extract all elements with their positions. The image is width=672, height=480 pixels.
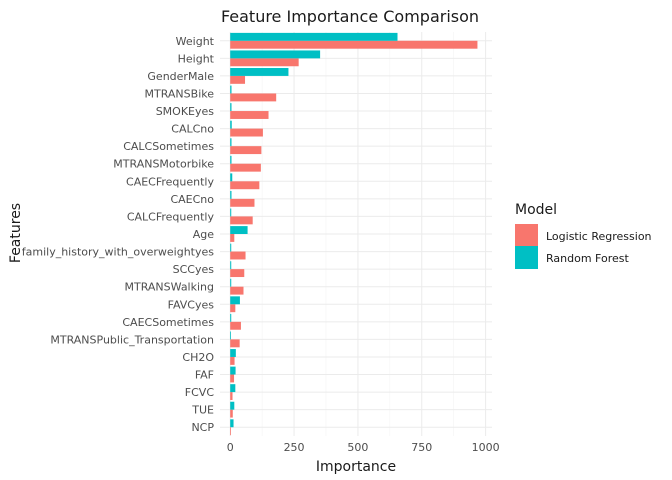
legend: Model Logistic Regression Random Forest xyxy=(515,202,652,269)
x-tick-label: 250 xyxy=(284,441,305,454)
bar-logistic-regression xyxy=(230,409,233,418)
x-tick-label: 1000 xyxy=(472,441,500,454)
bar-logistic-regression xyxy=(230,181,260,190)
y-tick-label: CALCFrequently xyxy=(127,210,215,223)
y-tick-labels: Weight Height GenderMale MTRANSBike SMOKEyes… xyxy=(22,35,215,434)
y-tick-label: SMOKEyes xyxy=(156,105,215,118)
y-tick-label: CALCSometimes xyxy=(123,140,214,153)
bar-random-forest xyxy=(230,32,398,41)
bar-random-forest xyxy=(230,208,232,217)
bar-random-forest xyxy=(230,278,232,287)
bar-random-forest xyxy=(230,190,232,199)
bar-logistic-regression xyxy=(230,58,299,67)
bar-logistic-regression xyxy=(230,40,478,49)
y-tick-label: MTRANSBike xyxy=(145,87,215,100)
bar-logistic-regression xyxy=(230,163,261,172)
y-tick-label: FAF xyxy=(195,369,214,382)
bar-random-forest xyxy=(230,85,232,94)
bar-random-forest xyxy=(230,366,236,375)
bar-logistic-regression xyxy=(230,339,240,348)
bar-logistic-regression xyxy=(230,198,255,207)
x-tick-label: 750 xyxy=(411,441,432,454)
bar-logistic-regression xyxy=(230,251,246,260)
legend-title: Model xyxy=(515,202,557,218)
bar-logistic-regression xyxy=(230,128,263,137)
bar-random-forest xyxy=(230,261,232,270)
y-axis-title: Features xyxy=(8,203,24,263)
bar-random-forest xyxy=(230,401,235,410)
y-tick-label: Age xyxy=(193,228,215,241)
bar-layer xyxy=(230,32,478,436)
legend-key-random-forest xyxy=(515,246,538,269)
bar-random-forest xyxy=(230,226,248,234)
bar-logistic-regression xyxy=(230,269,245,278)
y-tick-label: MTRANSWalking xyxy=(125,281,215,294)
legend-label-random-forest: Random Forest xyxy=(546,252,629,265)
bar-random-forest xyxy=(230,103,232,112)
x-tick-label: 500 xyxy=(347,441,368,454)
legend-label-logistic-regression: Logistic Regression xyxy=(546,230,652,243)
bar-random-forest xyxy=(230,138,232,147)
legend-key-logistic-regression xyxy=(515,224,538,247)
y-tick-label: CAECno xyxy=(170,193,214,206)
bar-logistic-regression xyxy=(230,216,253,225)
bar-logistic-regression xyxy=(230,146,262,155)
bar-random-forest xyxy=(230,331,231,340)
bar-random-forest xyxy=(230,243,232,252)
chart-title: Feature Importance Comparison xyxy=(221,7,479,26)
x-tick-labels: 0 250 500 750 1000 xyxy=(227,441,500,454)
bar-random-forest xyxy=(230,296,240,305)
grid-layer xyxy=(220,32,492,436)
y-tick-label: MTRANSPublic_Transportation xyxy=(50,333,214,346)
x-axis-title: Importance xyxy=(316,459,396,475)
bar-logistic-regression xyxy=(230,234,235,242)
y-tick-label: TUE xyxy=(191,404,214,417)
x-tick-label: 0 xyxy=(227,441,234,454)
bar-random-forest xyxy=(230,173,233,182)
y-tick-label: SCCyes xyxy=(173,263,215,276)
bar-logistic-regression xyxy=(230,356,235,365)
y-tick-label: CH2O xyxy=(182,351,214,364)
y-tick-label: FCVC xyxy=(185,386,215,399)
bar-logistic-regression xyxy=(230,427,231,436)
y-tick-label: Weight xyxy=(176,35,215,48)
bar-random-forest xyxy=(230,349,236,357)
bar-random-forest xyxy=(230,50,321,59)
y-tick-label: CAECSometimes xyxy=(122,316,214,329)
bar-random-forest xyxy=(230,68,289,76)
y-tick-label: GenderMale xyxy=(147,70,214,83)
y-tick-label: FAVCyes xyxy=(168,298,215,311)
y-tick-label: MTRANSMotorbike xyxy=(113,158,214,171)
y-tick-label: Height xyxy=(178,52,215,65)
y-tick-label: family_history_with_overweightyes xyxy=(22,246,215,259)
bar-logistic-regression xyxy=(230,286,244,295)
y-tick-label: CAECFrequently xyxy=(126,175,214,188)
y-tick-label: CALCno xyxy=(171,123,214,136)
bar-logistic-regression xyxy=(230,75,246,84)
bar-logistic-regression xyxy=(230,374,235,383)
bar-random-forest xyxy=(230,120,232,129)
bar-logistic-regression xyxy=(230,93,277,102)
y-tick-label: NCP xyxy=(191,421,214,434)
bar-logistic-regression xyxy=(230,304,236,313)
bar-logistic-regression xyxy=(230,321,241,330)
bar-random-forest xyxy=(230,313,232,322)
bar-logistic-regression xyxy=(230,111,269,119)
bar-random-forest xyxy=(230,155,232,164)
bar-random-forest xyxy=(230,419,234,428)
bar-logistic-regression xyxy=(230,392,233,400)
bar-random-forest xyxy=(230,384,236,393)
